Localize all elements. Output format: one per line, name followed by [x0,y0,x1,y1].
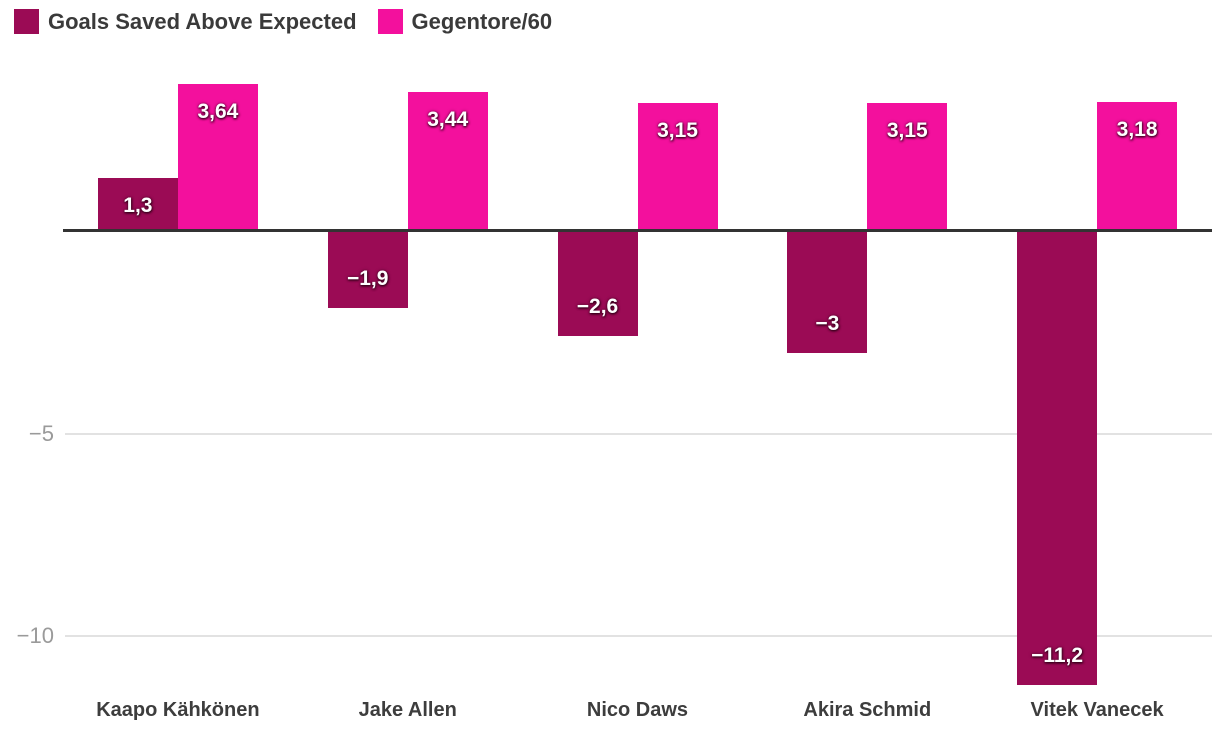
value-label-gegentore-2: 3,44 [427,107,469,131]
value-label-gsae-3: −2,6 [576,295,619,319]
value-label-gegentore-1: 3,64 [197,99,239,123]
x-axis-zero-line [63,229,1212,232]
legend-swatch-gsae [14,9,39,34]
value-label-gsae-5: −11,2 [1031,643,1084,667]
value-label-gegentore-3: 3,15 [657,119,698,143]
chart-legend: Goals Saved Above Expected Gegentore/60 [14,9,552,34]
category-label-5: Vitek Vanecek [1030,699,1164,721]
y-tick-−5: −5 [28,420,54,446]
legend-item-gegentore: Gegentore/60 [377,9,553,34]
category-label-2: Jake Allen [358,699,457,721]
gridline-−10 [65,635,1212,637]
legend-swatch-gegentore [377,9,403,34]
bar-gegentore-1 [177,83,258,231]
value-label-gsae-2: −1,9 [346,266,389,290]
bar-gegentore-3 [637,103,718,231]
bar-gsae-1 [97,178,178,231]
value-label-gsae-1: 1,3 [123,194,153,218]
value-label-gegentore-5: 3,18 [1116,118,1158,142]
legend-label-gegentore: Gegentore/60 [411,9,553,34]
bar-gsae-3 [557,231,638,337]
bar-gsae-2 [327,231,408,308]
legend-item-gsae: Goals Saved Above Expected [14,9,357,34]
bar-gegentore-2 [407,91,488,231]
bar-gegentore-5 [1097,102,1178,231]
category-label-4: Akira Schmid [803,699,932,721]
y-tick-−10: −10 [16,623,54,648]
bar-gegentore-4 [867,103,948,231]
value-label-gegentore-4: 3,15 [886,119,928,143]
bar-gsae-5 [1017,231,1098,685]
gridline-−5 [65,432,1212,435]
bar-gsae-4 [787,231,868,353]
value-label-gsae-4: −3 [815,311,840,335]
category-label-1: Kaapo Kähkönen [96,699,260,721]
legend-label-gsae: Goals Saved Above Expected [48,9,357,34]
category-label-3: Nico Daws [586,699,689,721]
